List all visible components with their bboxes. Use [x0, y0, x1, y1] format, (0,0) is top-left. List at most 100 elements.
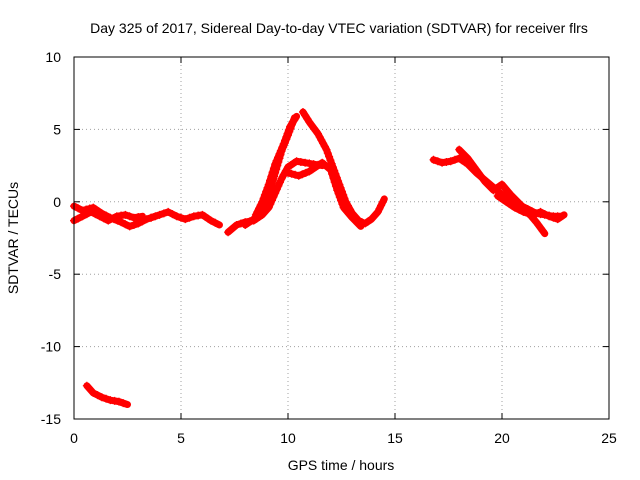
data-point-marker [121, 210, 130, 219]
data-point-marker [159, 209, 168, 218]
data-point-marker [262, 187, 271, 196]
data-point-marker [108, 214, 117, 223]
data-point-marker [91, 210, 100, 219]
data-point-marker [129, 213, 138, 222]
data-point-marker [326, 156, 335, 165]
data-point-marker [272, 185, 281, 194]
data-point-marker [185, 213, 194, 222]
data-point-marker [155, 210, 164, 219]
data-point-marker [125, 222, 134, 231]
series-track-f [251, 112, 301, 219]
x-tick-label: 15 [387, 430, 403, 446]
data-point-marker [284, 168, 292, 177]
y-tick-label: 5 [53, 121, 61, 137]
data-point-marker [333, 186, 342, 195]
data-point-marker [194, 211, 203, 220]
data-point-marker [74, 204, 83, 213]
data-point-marker [82, 210, 91, 219]
data-point-marker [121, 220, 130, 229]
data-point-marker [519, 207, 528, 216]
data-point-marker [266, 176, 275, 185]
data-point-marker [74, 214, 83, 223]
data-point-marker [291, 170, 300, 179]
y-tick-label: 0 [53, 194, 61, 210]
data-point-marker [294, 171, 303, 180]
data-point-marker [322, 145, 331, 154]
data-point-marker [442, 157, 451, 166]
chart-title: Day 325 of 2017, Sidereal Day-to-day VTE… [90, 20, 588, 36]
data-point-marker [279, 139, 288, 148]
data-point-marker [99, 214, 108, 223]
data-point-marker [287, 169, 296, 178]
y-tick-label: -10 [41, 339, 61, 355]
series-track-b [70, 207, 146, 225]
y-axis-label: SDTVAR / TECUs [5, 182, 21, 294]
data-point-marker [323, 149, 332, 158]
data-point-marker [263, 183, 272, 192]
data-point-marker [556, 213, 565, 222]
grid [74, 57, 609, 419]
y-tick-label: 10 [45, 49, 61, 65]
data-point-marker [87, 207, 96, 216]
data-point-marker [540, 210, 549, 219]
data-point-marker [325, 152, 334, 161]
data-point-marker [290, 115, 299, 124]
data-point-marker [330, 178, 339, 187]
data-point-marker [515, 205, 524, 214]
data-point-marker [104, 216, 113, 225]
data-point-marker [276, 146, 285, 155]
data-point-marker [206, 216, 215, 225]
plot-area [70, 108, 568, 409]
data-point-marker [260, 190, 269, 199]
data-point-marker [283, 129, 292, 138]
data-point-marker [326, 165, 335, 174]
data-point-marker [168, 210, 177, 219]
data-point-marker [78, 212, 87, 221]
data-point-marker [110, 396, 119, 405]
data-point-marker [275, 178, 284, 187]
data-point-marker [267, 172, 276, 181]
data-point-marker [378, 198, 387, 207]
data-point-marker [172, 212, 181, 221]
data-point-marker [328, 169, 337, 178]
x-tick-label: 25 [601, 430, 617, 446]
data-point-marker [211, 218, 220, 227]
data-point-marker [510, 203, 519, 212]
data-point-marker [536, 207, 545, 216]
data-point-marker [151, 212, 160, 221]
plot-frame [73, 56, 610, 420]
data-point-marker [353, 219, 362, 228]
series-track-c [147, 207, 224, 229]
data-point-marker [112, 212, 121, 221]
data-point-marker [335, 193, 344, 202]
data-point-marker [147, 213, 156, 222]
data-point-marker [305, 159, 314, 168]
data-point-marker [433, 157, 442, 166]
x-tick-label: 20 [494, 430, 510, 446]
data-point-marker [232, 220, 241, 229]
x-tick-label: 5 [177, 430, 185, 446]
data-point-marker [549, 213, 558, 222]
data-point-marker [545, 212, 554, 221]
data-point-marker [117, 211, 126, 220]
data-point-marker [282, 132, 291, 141]
data-point-marker [527, 210, 536, 219]
data-point-marker [125, 212, 134, 221]
data-point-marker [301, 168, 310, 177]
data-point-marker [450, 155, 459, 164]
x-tick-label: 0 [70, 430, 78, 446]
x-axis-label: GPS time / hours [288, 457, 395, 473]
data-point-marker [274, 181, 283, 190]
data-point-marker [271, 160, 280, 169]
data-point-marker [268, 168, 277, 177]
data-point-marker [89, 388, 98, 397]
y-tick-label: -5 [49, 266, 62, 282]
data-point-marker [446, 157, 455, 166]
data-point-marker [523, 209, 532, 218]
data-point-marker [258, 197, 267, 206]
data-point-marker [281, 136, 290, 145]
data-point-marker [292, 157, 301, 166]
y-tick-label: -15 [41, 411, 61, 427]
data-point-marker [284, 125, 293, 134]
